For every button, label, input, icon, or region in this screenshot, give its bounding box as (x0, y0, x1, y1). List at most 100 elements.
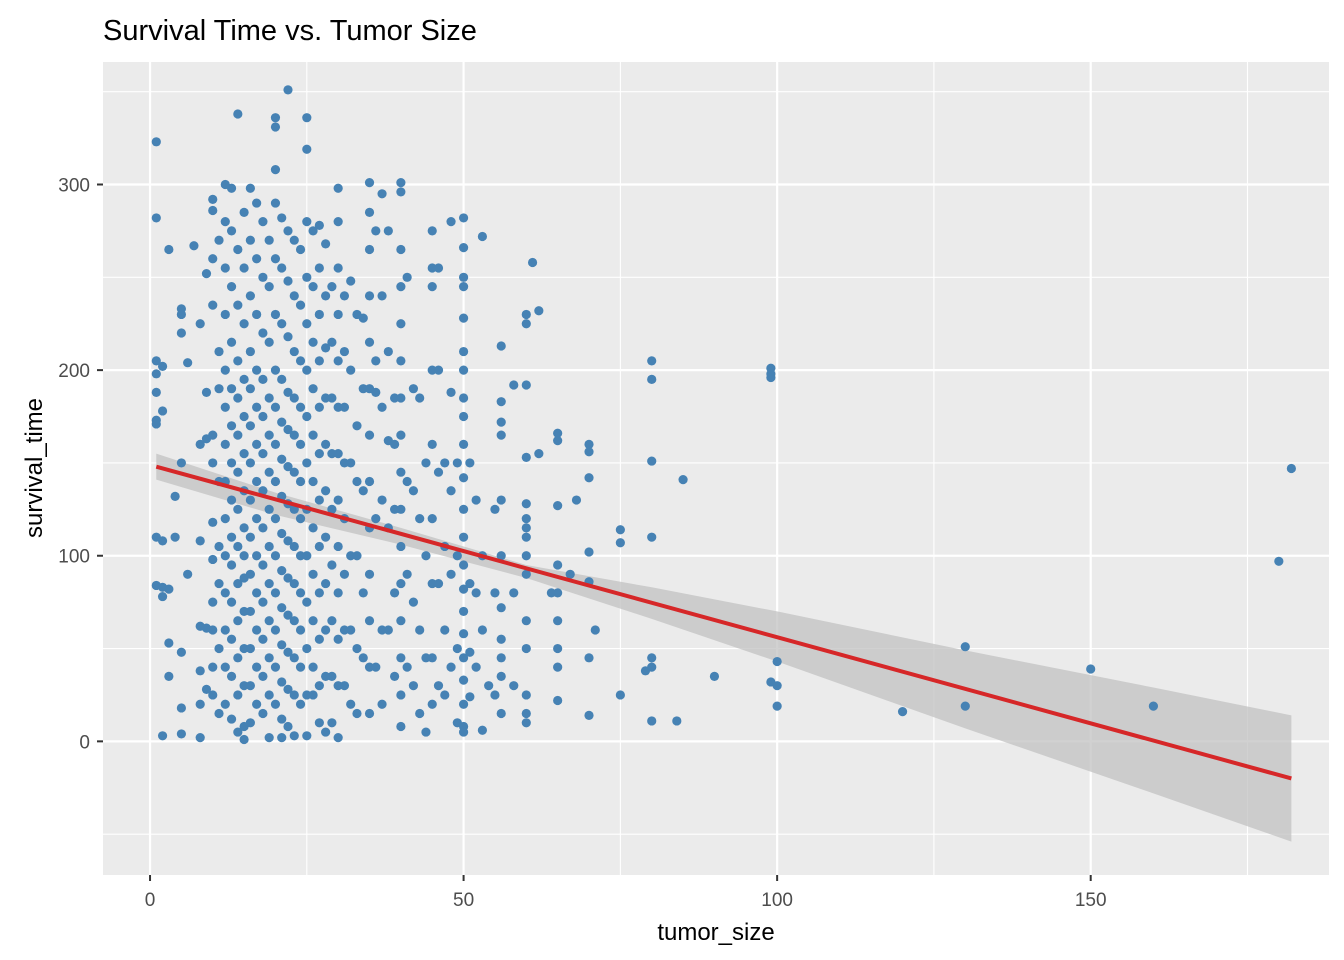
data-point (396, 319, 406, 329)
data-point (415, 625, 425, 635)
data-point (245, 384, 255, 394)
data-point (521, 569, 531, 579)
data-point (521, 319, 531, 329)
data-point (239, 263, 249, 273)
data-point (496, 551, 506, 561)
data-point (220, 551, 230, 561)
data-point (283, 332, 293, 342)
data-point (647, 716, 657, 726)
data-point (446, 387, 456, 397)
data-point (615, 525, 625, 535)
data-point (220, 365, 230, 375)
data-point (446, 486, 456, 496)
data-point (258, 217, 268, 227)
data-point (220, 662, 230, 672)
data-point (327, 337, 337, 347)
data-point (214, 541, 224, 552)
data-point (258, 671, 268, 681)
data-point (208, 517, 218, 527)
data-point (277, 714, 287, 724)
data-point (283, 647, 293, 657)
data-point (277, 263, 287, 273)
data-point (766, 372, 776, 383)
data-point (314, 402, 324, 412)
data-point (289, 616, 299, 626)
data-point (176, 309, 186, 320)
data-point (214, 346, 224, 357)
data-point (195, 536, 205, 546)
data-point (1148, 701, 1159, 711)
data-point (245, 291, 255, 301)
data-point (283, 610, 293, 620)
data-point (170, 532, 180, 542)
data-point (402, 272, 412, 282)
data-point (415, 514, 425, 524)
data-point (496, 603, 506, 613)
data-point (427, 514, 437, 524)
data-point (496, 634, 506, 644)
data-point (264, 281, 274, 292)
data-point (396, 356, 406, 366)
data-point (458, 213, 469, 223)
data-point (258, 634, 268, 644)
data-point (647, 653, 657, 663)
data-point (590, 625, 600, 635)
data-point (553, 501, 563, 511)
data-point (277, 528, 287, 539)
data-point (346, 458, 356, 468)
data-point (364, 430, 375, 440)
data-point (390, 671, 400, 681)
data-point (252, 588, 262, 598)
data-point (258, 272, 268, 282)
data-point (308, 523, 318, 533)
data-point (364, 616, 375, 626)
data-point (245, 532, 255, 542)
data-point (458, 411, 469, 422)
data-point (295, 300, 306, 310)
data-point (527, 257, 538, 268)
data-point (308, 476, 318, 487)
data-point (245, 421, 255, 431)
data-point (302, 411, 312, 422)
data-point (245, 235, 255, 245)
data-point (458, 560, 469, 570)
data-point (346, 276, 356, 286)
data-point (270, 198, 281, 208)
data-point (164, 638, 174, 648)
data-point (233, 653, 243, 663)
data-point (277, 213, 287, 223)
data-point (377, 495, 387, 505)
data-point (584, 447, 594, 457)
data-point (465, 647, 475, 657)
data-point (151, 137, 161, 147)
data-point (245, 569, 255, 579)
data-point (565, 569, 575, 579)
data-point (521, 690, 531, 700)
data-point (308, 569, 318, 579)
data-point (408, 384, 419, 394)
confidence-band-layer (156, 453, 1292, 842)
data-point (396, 393, 406, 403)
data-point (471, 495, 481, 505)
data-point (584, 653, 594, 663)
data-point (226, 597, 237, 607)
data-point (252, 365, 262, 375)
data-point (427, 281, 437, 292)
data-point (897, 707, 908, 717)
data-point (314, 495, 324, 505)
data-point (496, 495, 506, 505)
data-point (195, 439, 205, 449)
data-point (252, 662, 262, 672)
data-point (390, 439, 400, 449)
data-point (176, 729, 186, 739)
data-point (1086, 664, 1096, 674)
data-point (314, 263, 324, 273)
data-point (352, 643, 362, 654)
data-point (321, 727, 331, 737)
data-point (233, 244, 243, 255)
data-point (458, 313, 469, 323)
data-point (415, 393, 425, 403)
data-point (452, 458, 462, 468)
data-point (321, 343, 331, 353)
